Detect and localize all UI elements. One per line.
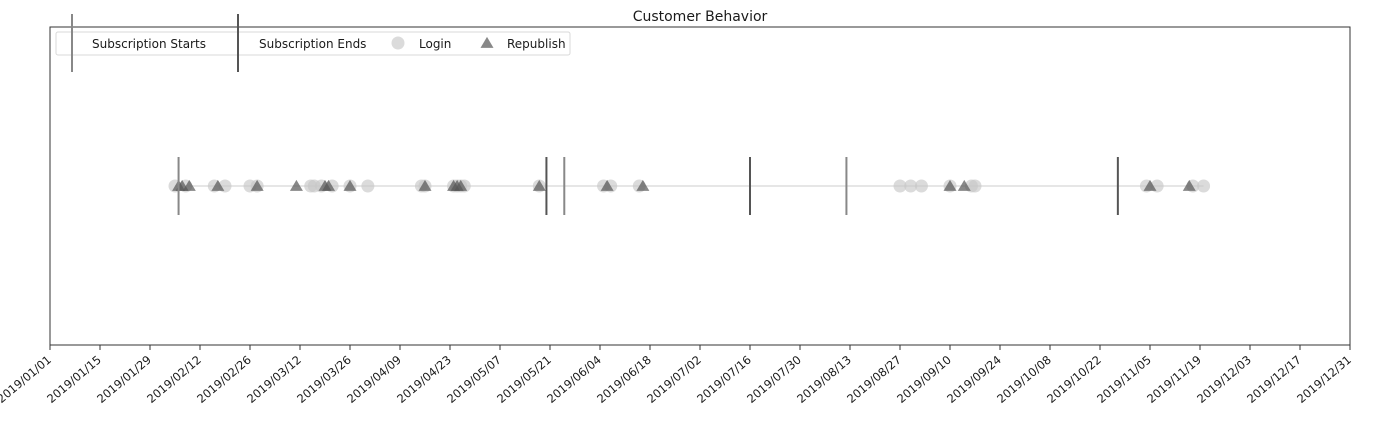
chart-title: Customer Behavior [633, 9, 768, 25]
legend-label-republish: Republish [507, 37, 566, 51]
republish-marker [943, 179, 957, 191]
republish-marker [636, 179, 650, 191]
republish-marker [250, 179, 264, 191]
republish-marker [600, 179, 614, 191]
republish-marker [211, 179, 225, 191]
republish-marker [322, 179, 336, 191]
login-marker [968, 179, 982, 193]
republish-marker [454, 179, 468, 191]
legend-login-marker [391, 36, 405, 50]
republish-marker [418, 179, 432, 191]
login-marker [893, 179, 907, 193]
republish-marker [532, 179, 546, 191]
login-marker [904, 179, 918, 193]
legend: Subscription Starts Subscription Ends Logi… [55, 14, 571, 72]
plot-area [168, 157, 1211, 215]
legend-box [55, 31, 571, 56]
republish-marker [343, 179, 357, 191]
republish-marker [957, 179, 971, 191]
legend-republish-marker [480, 36, 494, 48]
republish-marker [182, 179, 196, 191]
legend-label-subscription-ends: Subscription Ends [259, 37, 366, 51]
legend-label-subscription-starts: Subscription Starts [92, 37, 206, 51]
login-marker [361, 179, 375, 193]
login-marker [914, 179, 928, 193]
login-marker [1197, 179, 1211, 193]
republish-marker [1182, 179, 1196, 191]
legend-label-login: Login [419, 37, 451, 51]
republish-marker [1143, 179, 1157, 191]
republish-marker [289, 179, 303, 191]
